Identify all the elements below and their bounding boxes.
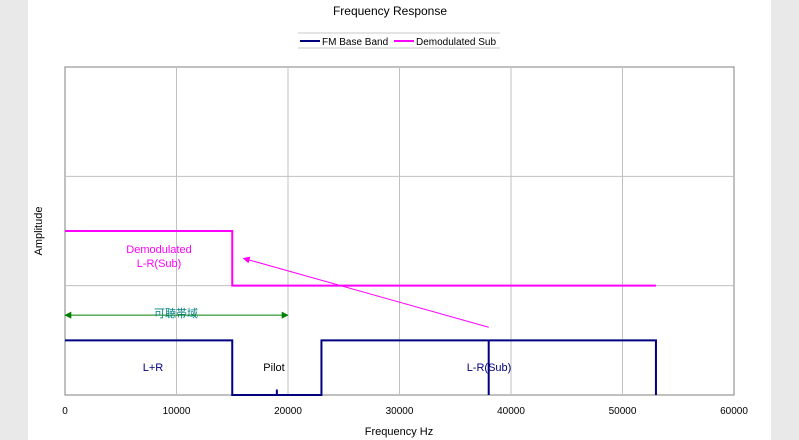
x-axis-label: Frequency Hz [365,426,433,438]
chart-canvas: Frequency Response FM Base Band Demodula… [28,0,771,440]
arrow-group [64,256,489,328]
chart-title: Frequency Response [333,4,447,18]
annotation-pilot: Pilot [263,362,284,374]
annotation-audible-band: 可聴帯域 [154,307,198,320]
frequency-response-chart: Frequency Response FM Base Band Demodula… [33,4,748,438]
series-line-demodulated-sub [65,230,656,287]
annotation-lr-sum: L+R [143,362,164,374]
annotation-demodulated: Demodulated [126,244,191,256]
x-tick-label: 50000 [609,406,637,417]
y-axis-label: Amplitude [33,207,45,256]
series-group [65,230,657,396]
x-tick-label: 0 [62,406,68,417]
annotation-lr-sub: L-R(Sub) [467,362,512,374]
x-tick-label: 60000 [720,406,748,417]
legend-label-fm-base-band: FM Base Band [322,37,388,48]
demodulation-pointer-arrow [242,256,489,328]
series-line-fm-base-band [65,339,657,396]
legend-label-demodulated-sub: Demodulated Sub [416,37,496,48]
x-tick-label: 20000 [274,406,302,417]
annotation-demodulated-lr-sub: L-R(Sub) [137,258,182,270]
x-tick-label: 10000 [163,406,191,417]
legend: FM Base Band Demodulated Sub [298,32,500,49]
x-tick-label: 40000 [497,406,525,417]
x-tick-label: 30000 [386,406,414,417]
x-tick-labels: 0 10000 20000 30000 40000 50000 60000 [62,406,748,417]
